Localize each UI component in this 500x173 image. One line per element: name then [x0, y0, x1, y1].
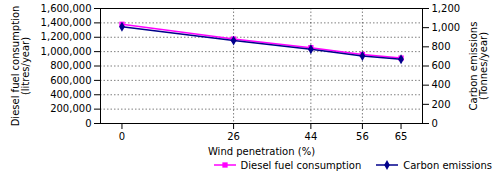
svg-text:1,200,000: 1,200,000 [41, 31, 92, 42]
svg-text:400: 400 [432, 79, 451, 90]
svg-text:0: 0 [432, 118, 438, 129]
html-text:Diesel fuel consumption: Diesel fuel consumption [240, 159, 362, 171]
svg-text:600,000: 600,000 [50, 75, 91, 86]
svg-text:600: 600 [432, 60, 451, 71]
svg-text:Wind penetration (%): Wind penetration (%) [208, 146, 315, 157]
svg-text:26: 26 [227, 131, 240, 142]
svg-text:65: 65 [395, 131, 408, 142]
svg-text:200,000: 200,000 [50, 103, 91, 114]
svg-text:1,000,000: 1,000,000 [41, 46, 92, 57]
svg-text:0: 0 [85, 118, 91, 129]
svg-text:56: 56 [356, 131, 369, 142]
svg-text:Carbon emissions(Tonnes/year): Carbon emissions(Tonnes/year) [468, 22, 489, 111]
svg-text:1,000: 1,000 [432, 22, 461, 33]
svg-text:400,000: 400,000 [50, 89, 91, 100]
svg-text:200: 200 [432, 99, 451, 110]
svg-text:0: 0 [119, 131, 125, 142]
svg-text:1,400,000: 1,400,000 [41, 17, 92, 28]
svg-text:Diesel fuel consumption(litres: Diesel fuel consumption(litres/year) [10, 6, 31, 127]
svg-text:1,200: 1,200 [432, 3, 461, 14]
svg-text:800,000: 800,000 [50, 60, 91, 71]
html-text:Carbon emissions: Carbon emissions [403, 159, 492, 171]
svg-text:44: 44 [305, 131, 318, 142]
svg-text:1,600,000: 1,600,000 [41, 3, 92, 14]
svg-text:800: 800 [432, 41, 451, 52]
